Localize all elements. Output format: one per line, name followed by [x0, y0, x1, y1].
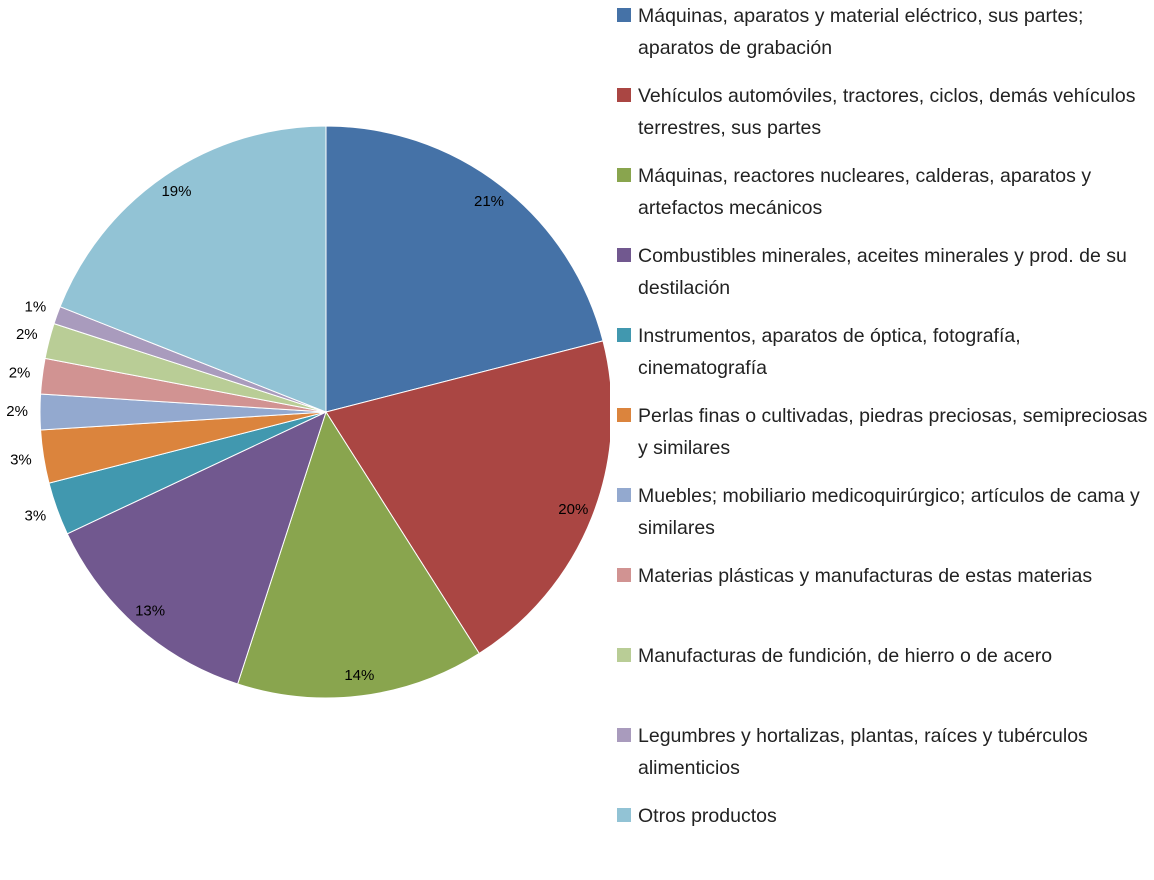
- legend-label: Manufacturas de fundición, de hierro o d…: [638, 645, 1053, 667]
- legend-label: Otros productos: [638, 805, 777, 827]
- legend-swatch: [617, 168, 631, 182]
- legend-label: Máquinas, reactores nucleares, calderas,…: [638, 165, 1092, 219]
- legend-label: Muebles; mobiliario medicoquirúrgico; ar…: [638, 485, 1140, 539]
- data-label: 3%: [25, 508, 47, 525]
- legend-swatch: [617, 648, 631, 662]
- data-label: 2%: [6, 403, 28, 420]
- legend-swatch: [617, 808, 631, 822]
- data-label: 1%: [25, 298, 47, 315]
- legend-swatch: [617, 328, 631, 342]
- legend-label: Instrumentos, aparatos de óptica, fotogr…: [638, 325, 1021, 379]
- legend-item: Manufacturas de fundición, de hierro o d…: [617, 640, 1147, 720]
- data-label: 2%: [9, 364, 31, 381]
- legend-item: Perlas finas o cultivadas, piedras preci…: [617, 400, 1147, 480]
- data-label: 21%: [474, 193, 504, 210]
- legend-swatch: [617, 728, 631, 742]
- legend: Máquinas, aparatos y material eléctrico,…: [617, 0, 1147, 880]
- legend-swatch: [617, 248, 631, 262]
- legend-item: Otros productos: [617, 800, 1147, 880]
- data-label: 2%: [16, 326, 38, 343]
- legend-item: Legumbres y hortalizas, plantas, raíces …: [617, 720, 1147, 800]
- legend-label: Vehículos automóviles, tractores, ciclos…: [638, 85, 1136, 139]
- pie-slice: [236, 410, 480, 699]
- legend-item: Instrumentos, aparatos de óptica, fotogr…: [617, 320, 1147, 400]
- legend-swatch: [617, 568, 631, 582]
- data-label: 13%: [135, 602, 165, 619]
- data-label: 3%: [10, 451, 32, 468]
- legend-label: Legumbres y hortalizas, plantas, raíces …: [638, 725, 1088, 779]
- legend-item: Vehículos automóviles, tractores, ciclos…: [617, 80, 1147, 160]
- pie-slice: [59, 125, 327, 413]
- data-label: 14%: [344, 667, 374, 684]
- legend-label: Perlas finas o cultivadas, piedras preci…: [638, 405, 1148, 459]
- legend-swatch: [617, 88, 631, 102]
- data-label: 19%: [161, 183, 191, 200]
- legend-label: Materias plásticas y manufacturas de est…: [638, 565, 1093, 587]
- legend-swatch: [617, 408, 631, 422]
- pie-slice: [325, 125, 604, 413]
- legend-swatch: [617, 488, 631, 502]
- legend-swatch: [617, 8, 631, 22]
- legend-item: Combustibles minerales, aceites minerale…: [617, 240, 1147, 320]
- page: {"chart_data": {"type": "pie", "categori…: [6, 5, 1148, 827]
- pie-slice: [66, 411, 327, 685]
- legend-label: Máquinas, aparatos y material eléctrico,…: [638, 5, 1084, 59]
- legend-item: Máquinas, reactores nucleares, calderas,…: [617, 160, 1147, 240]
- data-label: 20%: [558, 501, 588, 518]
- legend-label: Combustibles minerales, aceites minerale…: [638, 245, 1127, 299]
- legend-item: Muebles; mobiliario medicoquirúrgico; ar…: [617, 480, 1147, 560]
- legend-item: Máquinas, aparatos y material eléctrico,…: [617, 0, 1147, 80]
- pie-slice: [325, 340, 610, 655]
- legend-item: Materias plásticas y manufacturas de est…: [617, 560, 1147, 640]
- pie-chart: 21% 20% 14% 13% 3% 3% 2% 2% 2% 1% 19%: [6, 125, 610, 699]
